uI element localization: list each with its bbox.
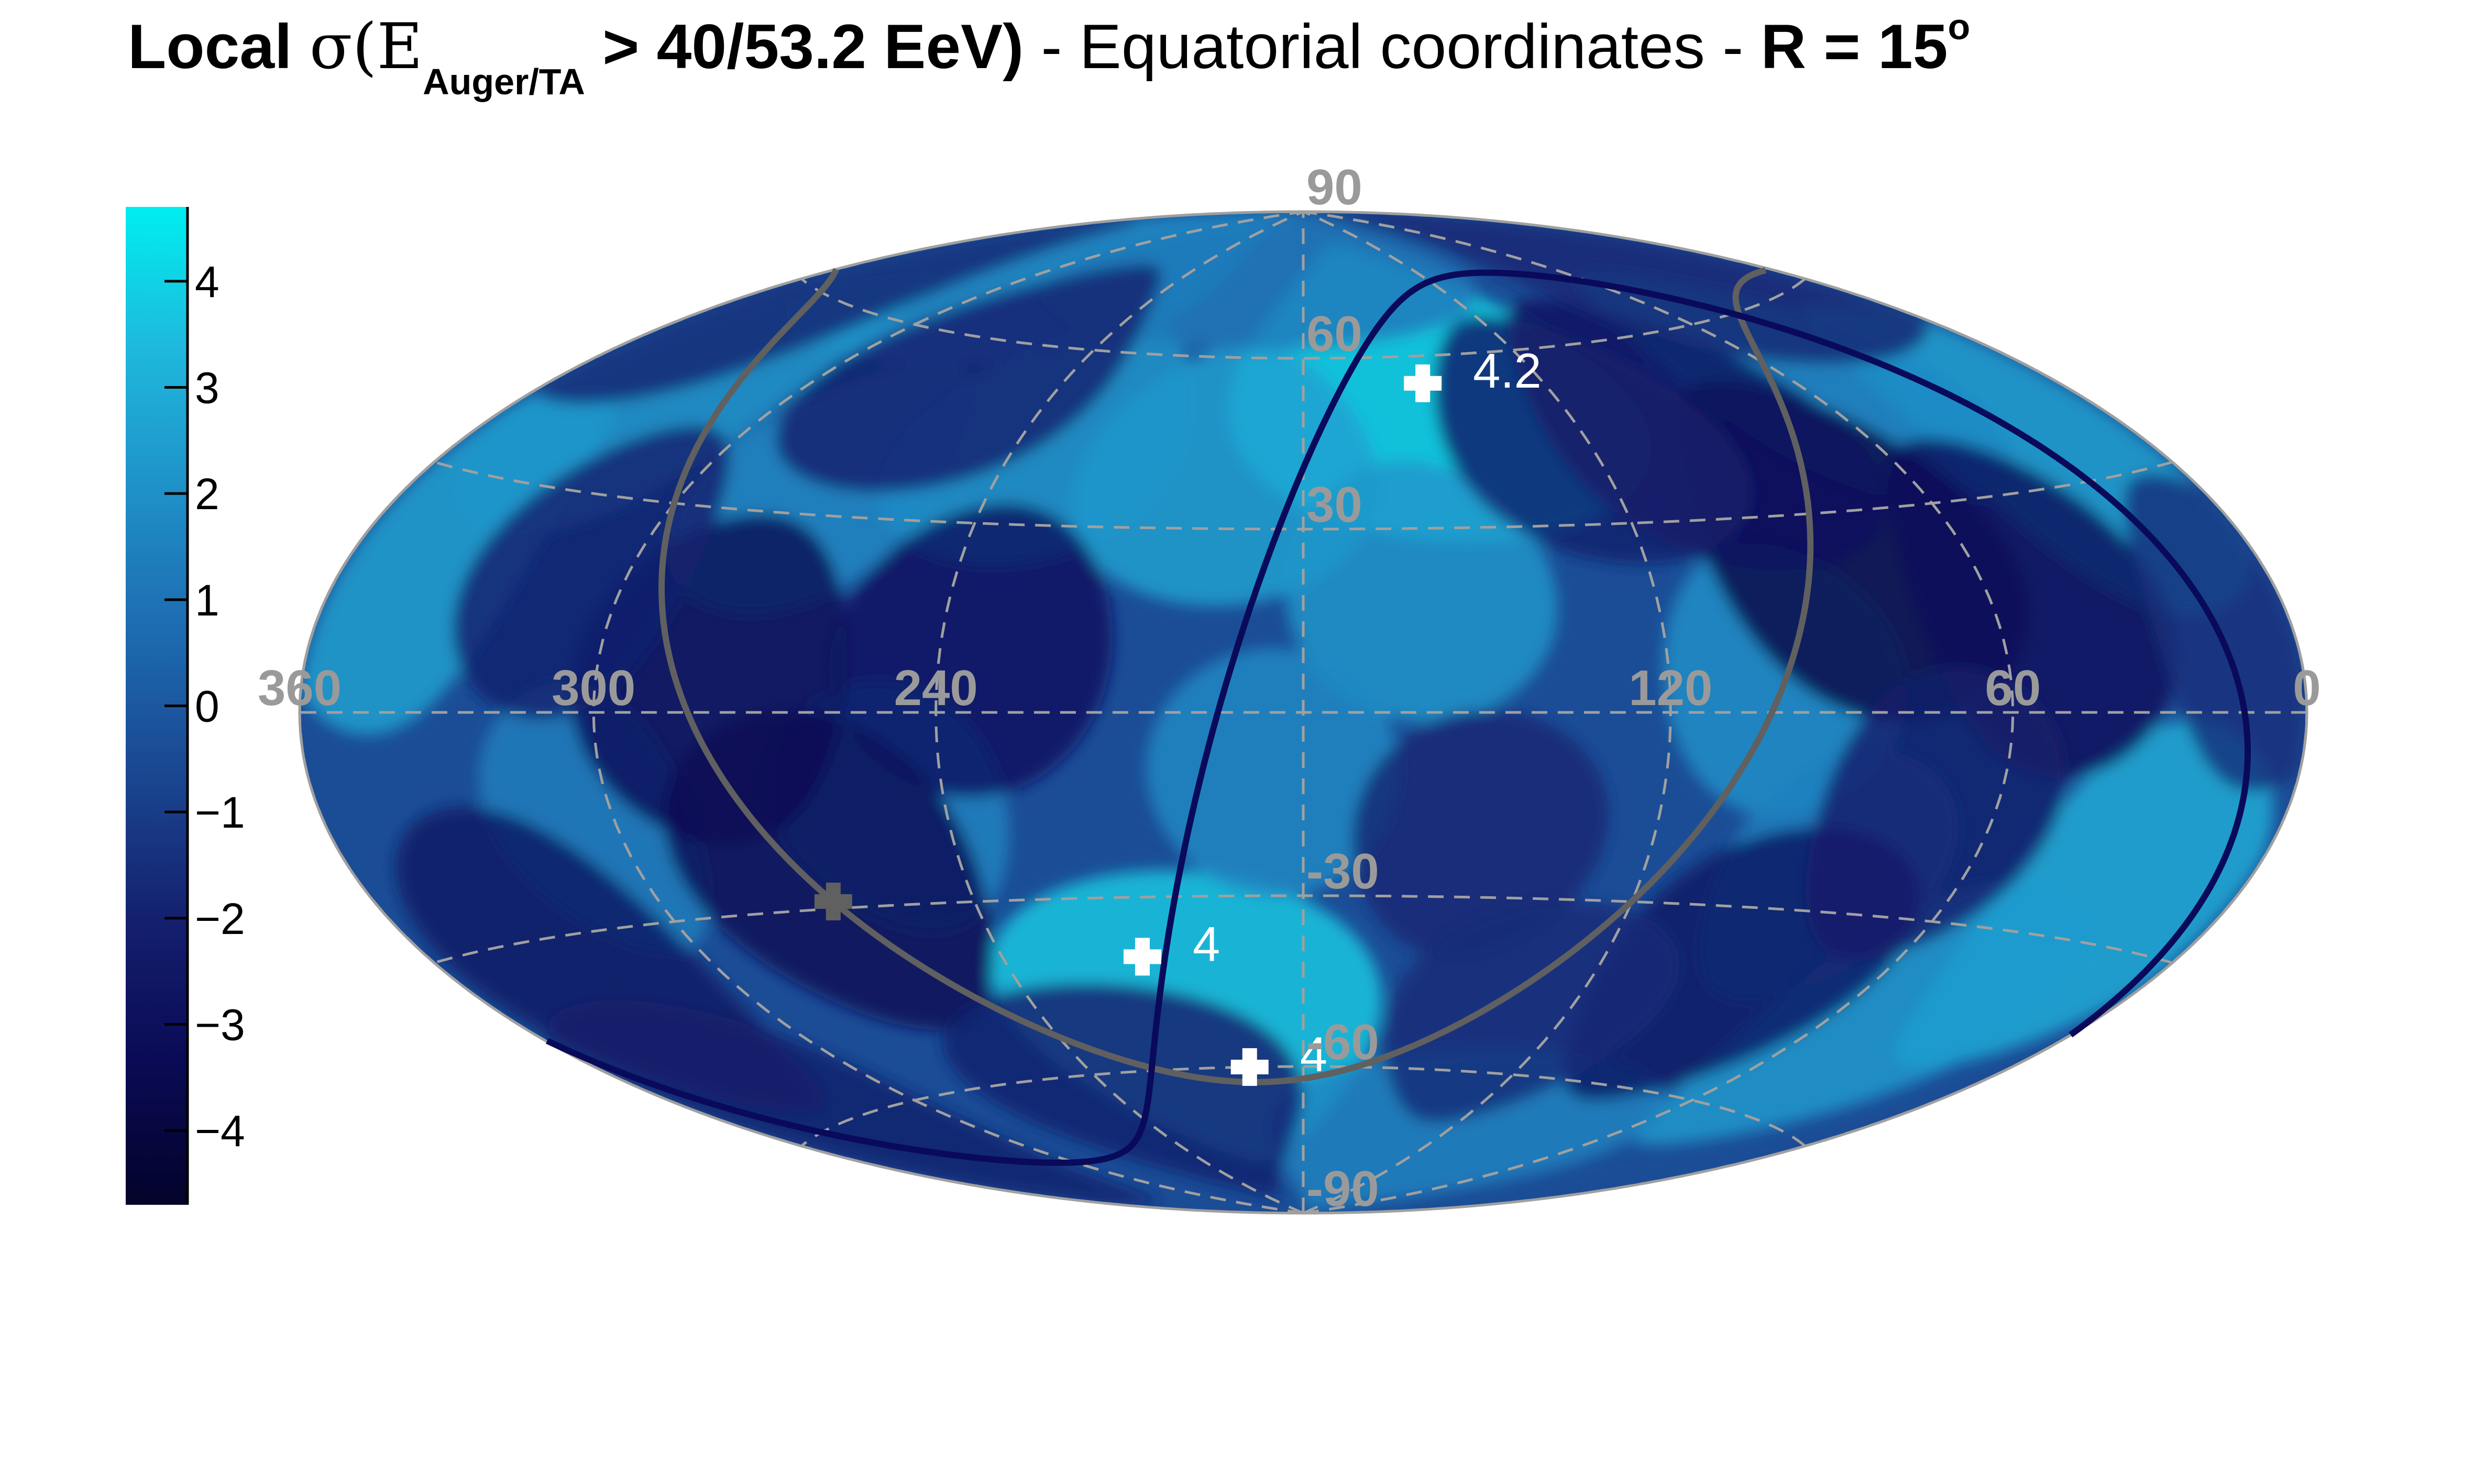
hotspot-label: 4.2 bbox=[1473, 343, 1542, 398]
hotspot-marker bbox=[1123, 938, 1161, 976]
title-local: Local bbox=[128, 12, 292, 82]
ra-tick-label: 0 bbox=[2293, 660, 2320, 716]
colorbar-tick-label: 0 bbox=[195, 682, 219, 731]
significance-map bbox=[301, 212, 2307, 1212]
chart-title: Local σ(EAuger/TA > 40/53.2 EeV) - Equat… bbox=[128, 6, 1970, 115]
colorbar-tick-label: −3 bbox=[195, 1000, 245, 1049]
ra-tick-label: 240 bbox=[894, 660, 978, 716]
ra-tick-label: 120 bbox=[1629, 660, 1712, 716]
significance-blob bbox=[663, 711, 993, 1030]
hotspot-label: 4 bbox=[1300, 1027, 1327, 1082]
dec-tick-label: -90 bbox=[1306, 1161, 1379, 1217]
significance-blob bbox=[532, 218, 1137, 404]
ra-tick-label: 60 bbox=[1985, 660, 2041, 716]
significance-blob bbox=[1806, 666, 2065, 960]
significance-blob bbox=[453, 425, 730, 720]
hotspot-marker bbox=[1230, 1048, 1269, 1086]
right-ascension-gridline bbox=[1303, 210, 2015, 1215]
hotspot-marker bbox=[1404, 364, 1442, 402]
colorbar-tick-label: −2 bbox=[195, 894, 245, 943]
title-subscript: Auger/TA bbox=[423, 61, 585, 102]
colorbar: 4 3 2 1 0 −1 −2 −3 −4 bbox=[126, 207, 245, 1205]
dec-tick-label: 30 bbox=[1306, 477, 1362, 533]
colorbar-tick-label: 3 bbox=[195, 364, 219, 413]
ra-tick-label: 300 bbox=[552, 660, 635, 716]
colorbar-tick-label: 2 bbox=[195, 469, 219, 519]
title-threshold: > 40/53.2 EeV) bbox=[585, 12, 1024, 82]
title-middle: - Equatorial coordinates - bbox=[1024, 12, 1761, 82]
significance-blob bbox=[829, 503, 1113, 798]
dec-tick-label: -30 bbox=[1306, 843, 1379, 899]
significance-blob bbox=[1146, 648, 1400, 898]
coordinate-grid bbox=[298, 210, 2308, 1215]
hotspot-markers: 4.2 4 4 bbox=[814, 343, 1542, 1086]
significance-blob bbox=[544, 999, 1161, 1204]
significance-blob bbox=[1041, 213, 1478, 350]
dec-tick-label: 60 bbox=[1306, 306, 1362, 362]
title-sigma: σ(E bbox=[309, 10, 423, 83]
colorbar-tick-label: 1 bbox=[195, 576, 219, 625]
significance-blob bbox=[1434, 315, 1753, 564]
title-radius-sup: o bbox=[1948, 6, 1971, 47]
right-ascension-gridline bbox=[592, 210, 1304, 1215]
significance-blob bbox=[942, 983, 1303, 1197]
ra-tick-label: 360 bbox=[258, 660, 342, 716]
reference-planes bbox=[545, 267, 2251, 1166]
colorbar-tick-label: −1 bbox=[195, 788, 245, 837]
colorbar-tick-label: −4 bbox=[195, 1106, 245, 1156]
significance-blob bbox=[1633, 878, 2097, 1145]
significance-blob bbox=[1267, 1047, 1667, 1212]
dec-tick-label: -60 bbox=[1306, 1014, 1379, 1070]
axis-tick-labels: 360 300 240 120 60 0 90 60 30 -30 -60 -90 bbox=[258, 159, 2321, 1217]
significance-blob bbox=[1285, 460, 1558, 722]
significance-blob bbox=[775, 264, 1162, 492]
supergalactic-plane-line bbox=[545, 269, 2251, 1166]
skymap-border bbox=[298, 210, 2308, 1215]
colorbar-tick-label: 4 bbox=[195, 257, 219, 306]
galactic-plane-line bbox=[658, 267, 1814, 1085]
galactic-center-marker bbox=[814, 882, 852, 920]
title-radius: R = 15 bbox=[1761, 12, 1948, 82]
significance-blob-layer bbox=[301, 212, 2307, 1212]
dec-tick-label: 90 bbox=[1306, 159, 1362, 215]
hotspot-label: 4 bbox=[1193, 916, 1220, 971]
